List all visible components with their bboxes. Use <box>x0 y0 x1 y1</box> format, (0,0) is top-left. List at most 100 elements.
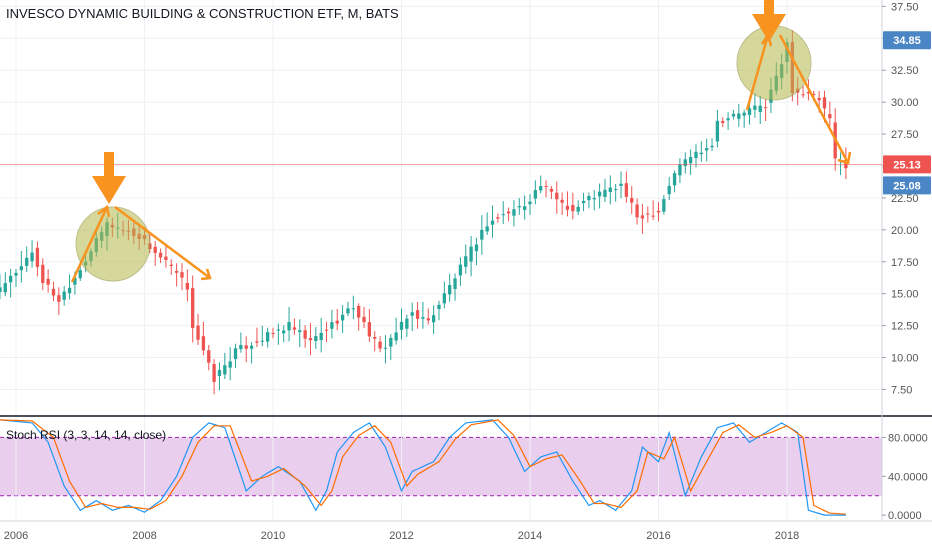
down-marker-2018-head <box>752 14 786 42</box>
candle-body <box>737 113 741 119</box>
stoch-k-line <box>0 419 846 516</box>
candle-body <box>308 338 313 341</box>
candle-body <box>485 226 489 232</box>
candle-body <box>431 315 436 323</box>
candle-body <box>812 93 816 95</box>
candle-body <box>415 310 420 319</box>
candle-body <box>496 217 500 219</box>
candle-body <box>51 288 56 296</box>
candle-body <box>196 325 200 340</box>
candle-body <box>330 322 334 329</box>
price-badge <box>883 31 931 50</box>
candle-body <box>646 213 650 215</box>
candle-body <box>383 347 388 349</box>
candle-body <box>357 306 361 318</box>
candle-body <box>731 113 736 117</box>
price-tick-label: 30.00 <box>891 97 919 109</box>
candle-body <box>619 183 623 187</box>
candle-body <box>303 330 307 339</box>
candle-body <box>324 329 329 331</box>
time-tick-label: 2016 <box>646 530 670 542</box>
candle-body <box>158 252 163 258</box>
stoch-tick-label: 0.0000 <box>888 510 922 522</box>
time-tick-label: 2010 <box>261 530 285 542</box>
rise-arrow-2007 <box>70 206 109 283</box>
candle-body <box>694 151 698 159</box>
candle-body <box>3 283 7 293</box>
price-tick-label: 12.50 <box>891 321 919 333</box>
candle-body <box>667 185 671 195</box>
candle-body <box>688 157 693 164</box>
price-tick-label: 10.00 <box>891 353 919 365</box>
candle-body <box>389 337 393 347</box>
down-marker-2007-stem <box>104 152 114 180</box>
price-badge <box>883 176 931 195</box>
candle-body <box>276 329 281 331</box>
candle-body <box>212 364 216 382</box>
candle-body <box>490 220 495 225</box>
candle-body <box>474 244 479 252</box>
candle-body <box>287 321 291 331</box>
candle-body <box>421 317 425 319</box>
candle-body <box>651 215 655 217</box>
candle-body <box>207 350 211 363</box>
time-tick-label: 2008 <box>132 530 156 542</box>
candle-body <box>223 365 227 375</box>
candle-body <box>549 188 554 192</box>
candle-body <box>410 312 414 316</box>
fall-arrowhead-2018 <box>837 151 852 165</box>
candle-body <box>373 337 377 339</box>
time-tick-label: 2006 <box>4 530 28 542</box>
candle-body <box>635 204 639 218</box>
candle-body <box>705 148 709 151</box>
candle-body <box>265 332 270 342</box>
candle-body <box>14 272 18 276</box>
candle-body <box>828 114 832 119</box>
candle-body <box>46 278 50 285</box>
candle-body <box>153 246 157 253</box>
candle-body <box>35 247 40 267</box>
candle-body <box>19 266 24 271</box>
candle-body <box>185 283 189 290</box>
candle-body <box>555 192 559 200</box>
price-tick-label: 20.00 <box>891 225 919 237</box>
candle-body <box>587 195 591 201</box>
annotation-circle-2007 <box>75 206 151 282</box>
candle-body <box>726 118 730 121</box>
candle-body <box>630 198 634 203</box>
stoch-band-fill <box>0 437 882 496</box>
candle-body <box>672 173 677 186</box>
candle-body <box>346 308 350 314</box>
candle-body <box>699 152 703 155</box>
candle-body <box>822 97 827 109</box>
candle-body <box>614 189 618 191</box>
candle-body <box>539 186 543 191</box>
candle-body <box>378 341 382 349</box>
candle-body <box>597 191 602 197</box>
candle-body <box>464 256 468 267</box>
stoch-tick-label: 40.0000 <box>888 471 928 483</box>
candle-body <box>62 291 66 300</box>
candle-body <box>298 330 302 333</box>
stoch-d-line <box>0 419 846 515</box>
candle-body <box>522 206 527 210</box>
price-tick-label: 37.50 <box>891 1 919 13</box>
candle-body <box>174 270 179 273</box>
candle-body <box>233 348 238 359</box>
candle-body <box>544 186 548 188</box>
price-tick-label: 27.50 <box>891 129 919 141</box>
candle-body <box>742 112 746 116</box>
candle-body <box>399 321 404 330</box>
candle-body <box>169 264 173 266</box>
candle-body <box>801 94 805 96</box>
candle-body <box>351 308 355 310</box>
price-badge-label: 25.08 <box>893 180 921 192</box>
price-tick-label: 32.50 <box>891 65 919 77</box>
candle-body <box>228 361 232 368</box>
candle-body <box>560 199 564 203</box>
candle-body <box>640 215 645 219</box>
candle-body <box>501 214 505 216</box>
candle-body <box>41 264 45 283</box>
candle-body <box>217 370 222 376</box>
stoch-tick-label: 80.0000 <box>888 432 928 444</box>
